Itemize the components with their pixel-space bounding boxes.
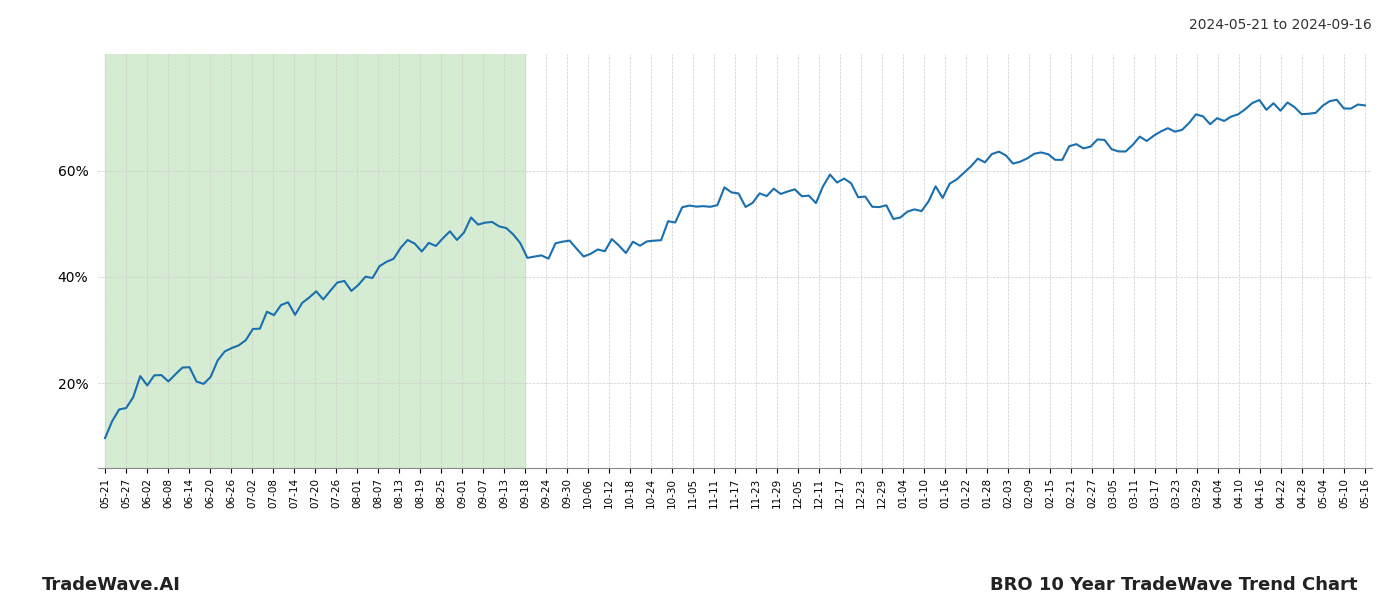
Bar: [105, 54, 525, 468]
Text: TradeWave.AI: TradeWave.AI: [42, 576, 181, 594]
Text: 2024-05-21 to 2024-09-16: 2024-05-21 to 2024-09-16: [1189, 18, 1372, 32]
Text: BRO 10 Year TradeWave Trend Chart: BRO 10 Year TradeWave Trend Chart: [991, 576, 1358, 594]
